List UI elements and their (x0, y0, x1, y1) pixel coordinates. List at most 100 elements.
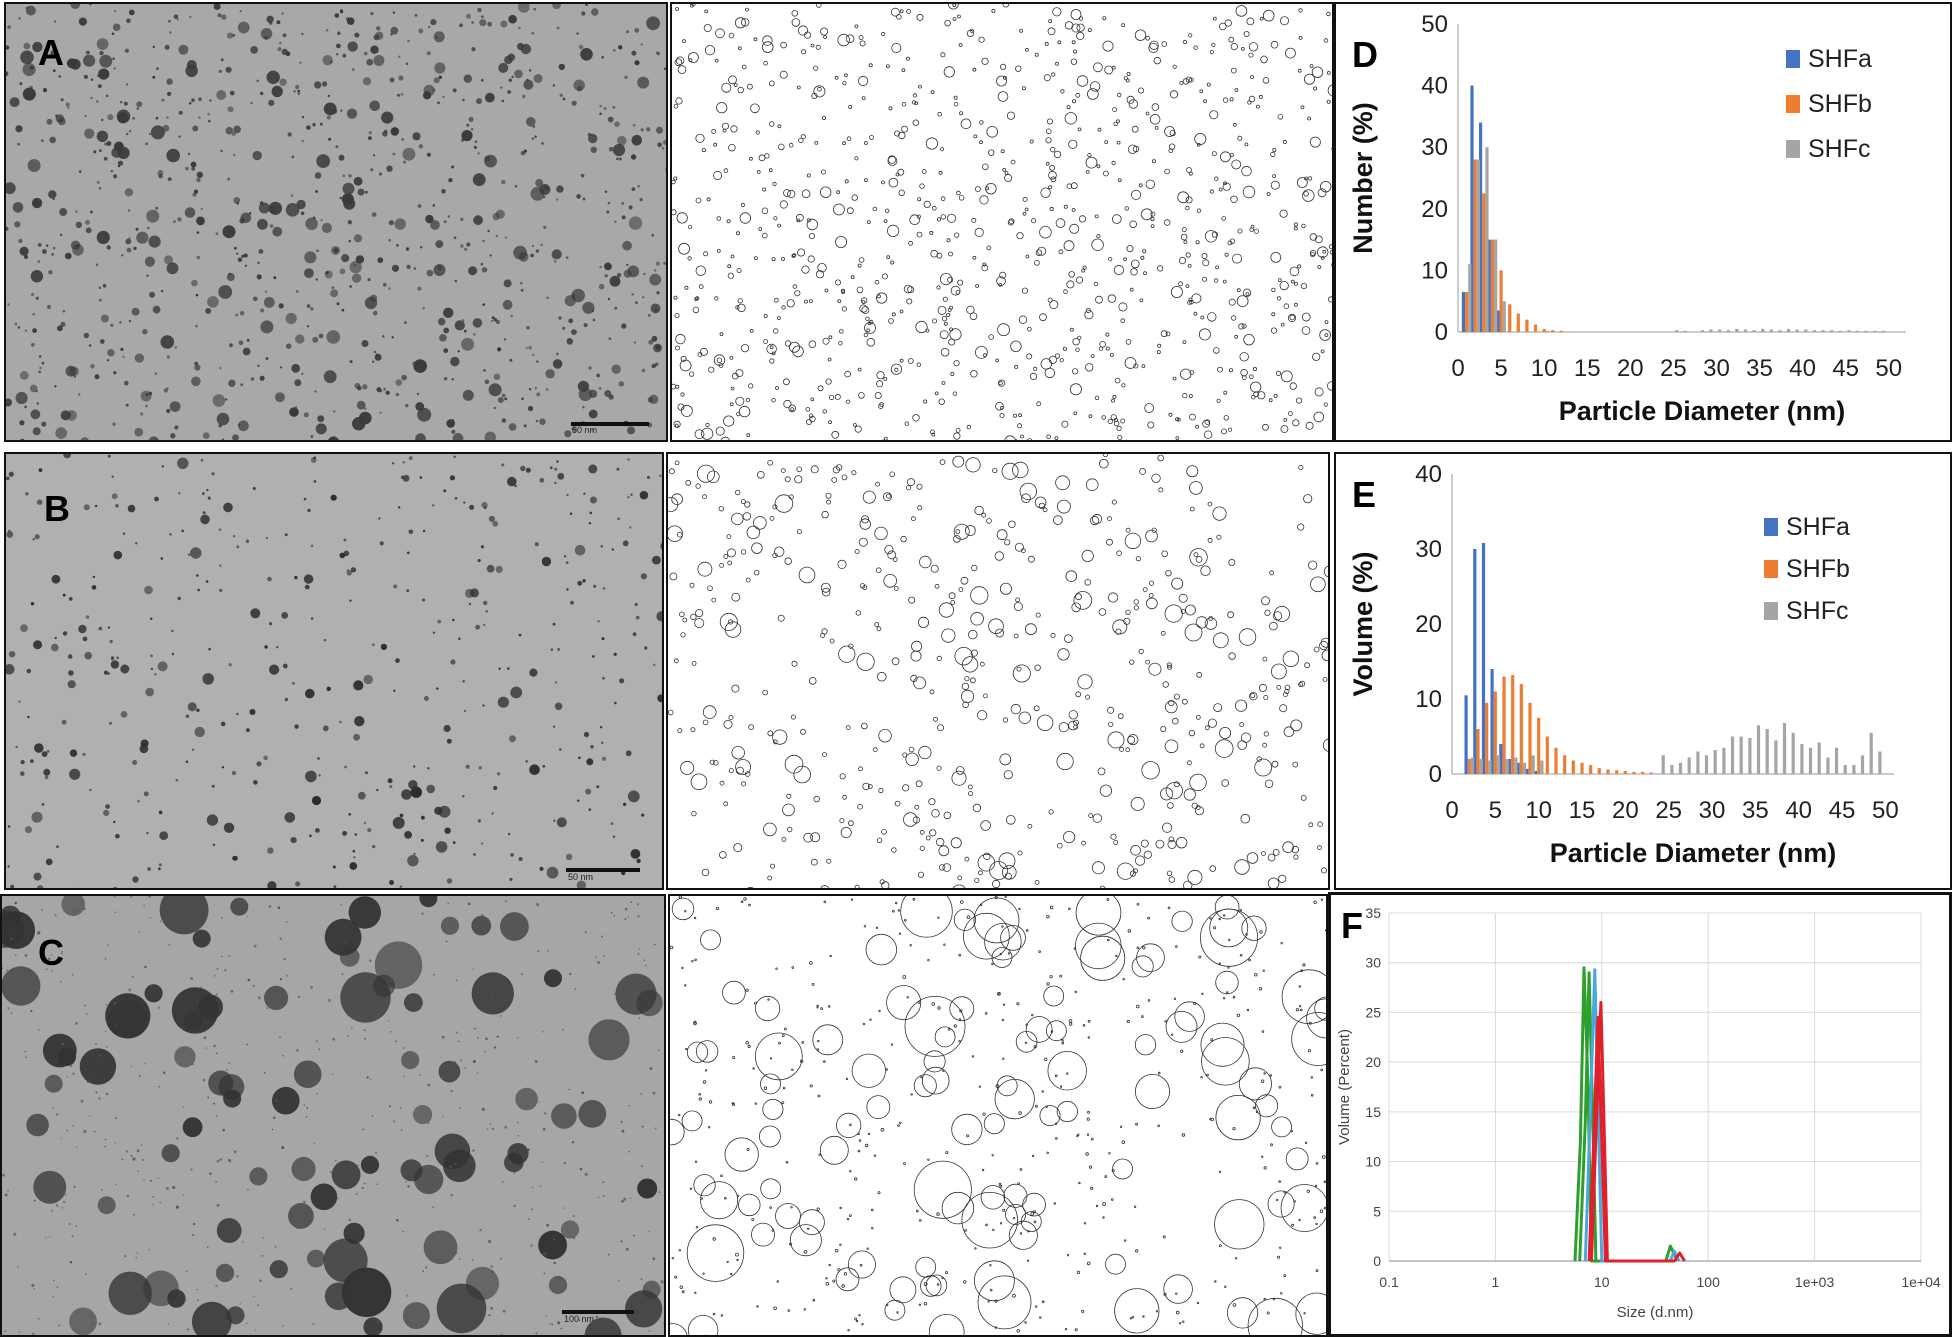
bar-shfc (1687, 757, 1691, 774)
particle-outline (1061, 1039, 1064, 1042)
particle (146, 831, 149, 835)
particle-outline (827, 1005, 831, 1008)
particle-outline (755, 1032, 803, 1081)
particle-outline (964, 1229, 967, 1232)
particle (310, 307, 314, 311)
particle-outline (730, 125, 738, 133)
particle (616, 272, 622, 278)
particle-outline (940, 52, 946, 58)
particle-outline (1111, 214, 1122, 224)
particle (627, 265, 640, 278)
particle (444, 377, 448, 381)
particle (37, 243, 42, 247)
bar-shfb (1580, 762, 1584, 775)
particle (619, 678, 625, 684)
particle (105, 804, 110, 809)
particle (497, 347, 502, 352)
particle-outline (1073, 591, 1093, 610)
y-tick-label: 10 (1421, 257, 1448, 284)
particle (389, 979, 392, 981)
particle (135, 227, 139, 231)
bar-shfb (1493, 691, 1497, 774)
particle-outline (1022, 211, 1027, 216)
particle-outline (890, 363, 902, 375)
particle-outline (931, 889, 935, 890)
particle (184, 1299, 187, 1302)
particle (534, 542, 539, 547)
particle-outline (1120, 418, 1126, 424)
particle-outline (1097, 127, 1102, 132)
panel-label-f: F (1341, 905, 1363, 946)
particle (147, 226, 150, 230)
particle (349, 285, 352, 288)
particle-outline (1007, 952, 1011, 955)
particle-outline (995, 358, 1000, 363)
particle-outline (1034, 664, 1041, 671)
particle-outline (720, 436, 730, 440)
particle (58, 75, 61, 78)
particle-outline (1200, 1022, 1245, 1067)
particle-outline (868, 63, 873, 68)
particle-outline (674, 1275, 678, 1279)
particle-outline (1020, 434, 1024, 439)
particle (31, 293, 34, 296)
particle-outline (1045, 161, 1050, 166)
particle (239, 1302, 241, 1305)
particle (126, 18, 131, 24)
particle-outline (695, 609, 704, 618)
particle-outline (1327, 84, 1332, 97)
particle (166, 355, 170, 359)
particle (323, 102, 337, 116)
particle (586, 758, 594, 766)
particle (646, 127, 651, 132)
particle-outline (966, 29, 974, 37)
particle-outline (1293, 222, 1299, 227)
particle-outline (684, 984, 687, 987)
particle (297, 92, 300, 96)
particle (477, 558, 481, 563)
particle-outline (1219, 726, 1232, 739)
particle (127, 1297, 129, 1299)
particle (296, 1049, 299, 1052)
particle (196, 231, 200, 234)
particle (542, 1128, 546, 1131)
particle-outline (842, 81, 847, 86)
particle (510, 853, 514, 857)
particle (126, 132, 129, 136)
particle-outline (1001, 925, 1004, 928)
particle-outline (1174, 1001, 1205, 1032)
particle-outline (1077, 127, 1082, 132)
particle (134, 353, 145, 363)
particle-outline (1299, 1008, 1303, 1012)
particle (618, 381, 624, 387)
particle-outline (1164, 168, 1170, 175)
particle-outline (859, 518, 871, 530)
particle (297, 89, 301, 93)
particle-outline (1288, 411, 1293, 416)
particle (577, 799, 580, 802)
bar-shfa (1470, 85, 1474, 332)
particle-outline (1091, 513, 1103, 525)
particle (559, 93, 563, 97)
particle-outline (784, 476, 791, 483)
particle-outline (731, 746, 745, 760)
particle (145, 404, 148, 408)
legend-label-shfb: SHFb (1808, 90, 1872, 118)
particle (7, 825, 11, 828)
particle (493, 1046, 496, 1049)
particle (625, 1290, 663, 1328)
particle-outline (1241, 165, 1252, 177)
particle (572, 1215, 575, 1218)
particle (110, 169, 114, 173)
particle-outline (974, 1247, 977, 1250)
particle (579, 1167, 583, 1171)
particle-outline (1073, 947, 1077, 950)
particle (449, 1165, 452, 1169)
particle (480, 262, 484, 266)
particle-outline (872, 206, 878, 212)
particle (621, 215, 626, 220)
particle (253, 944, 257, 948)
y-tick-label: 30 (1421, 134, 1448, 161)
particle (406, 964, 409, 966)
particle-outline (1034, 496, 1047, 509)
